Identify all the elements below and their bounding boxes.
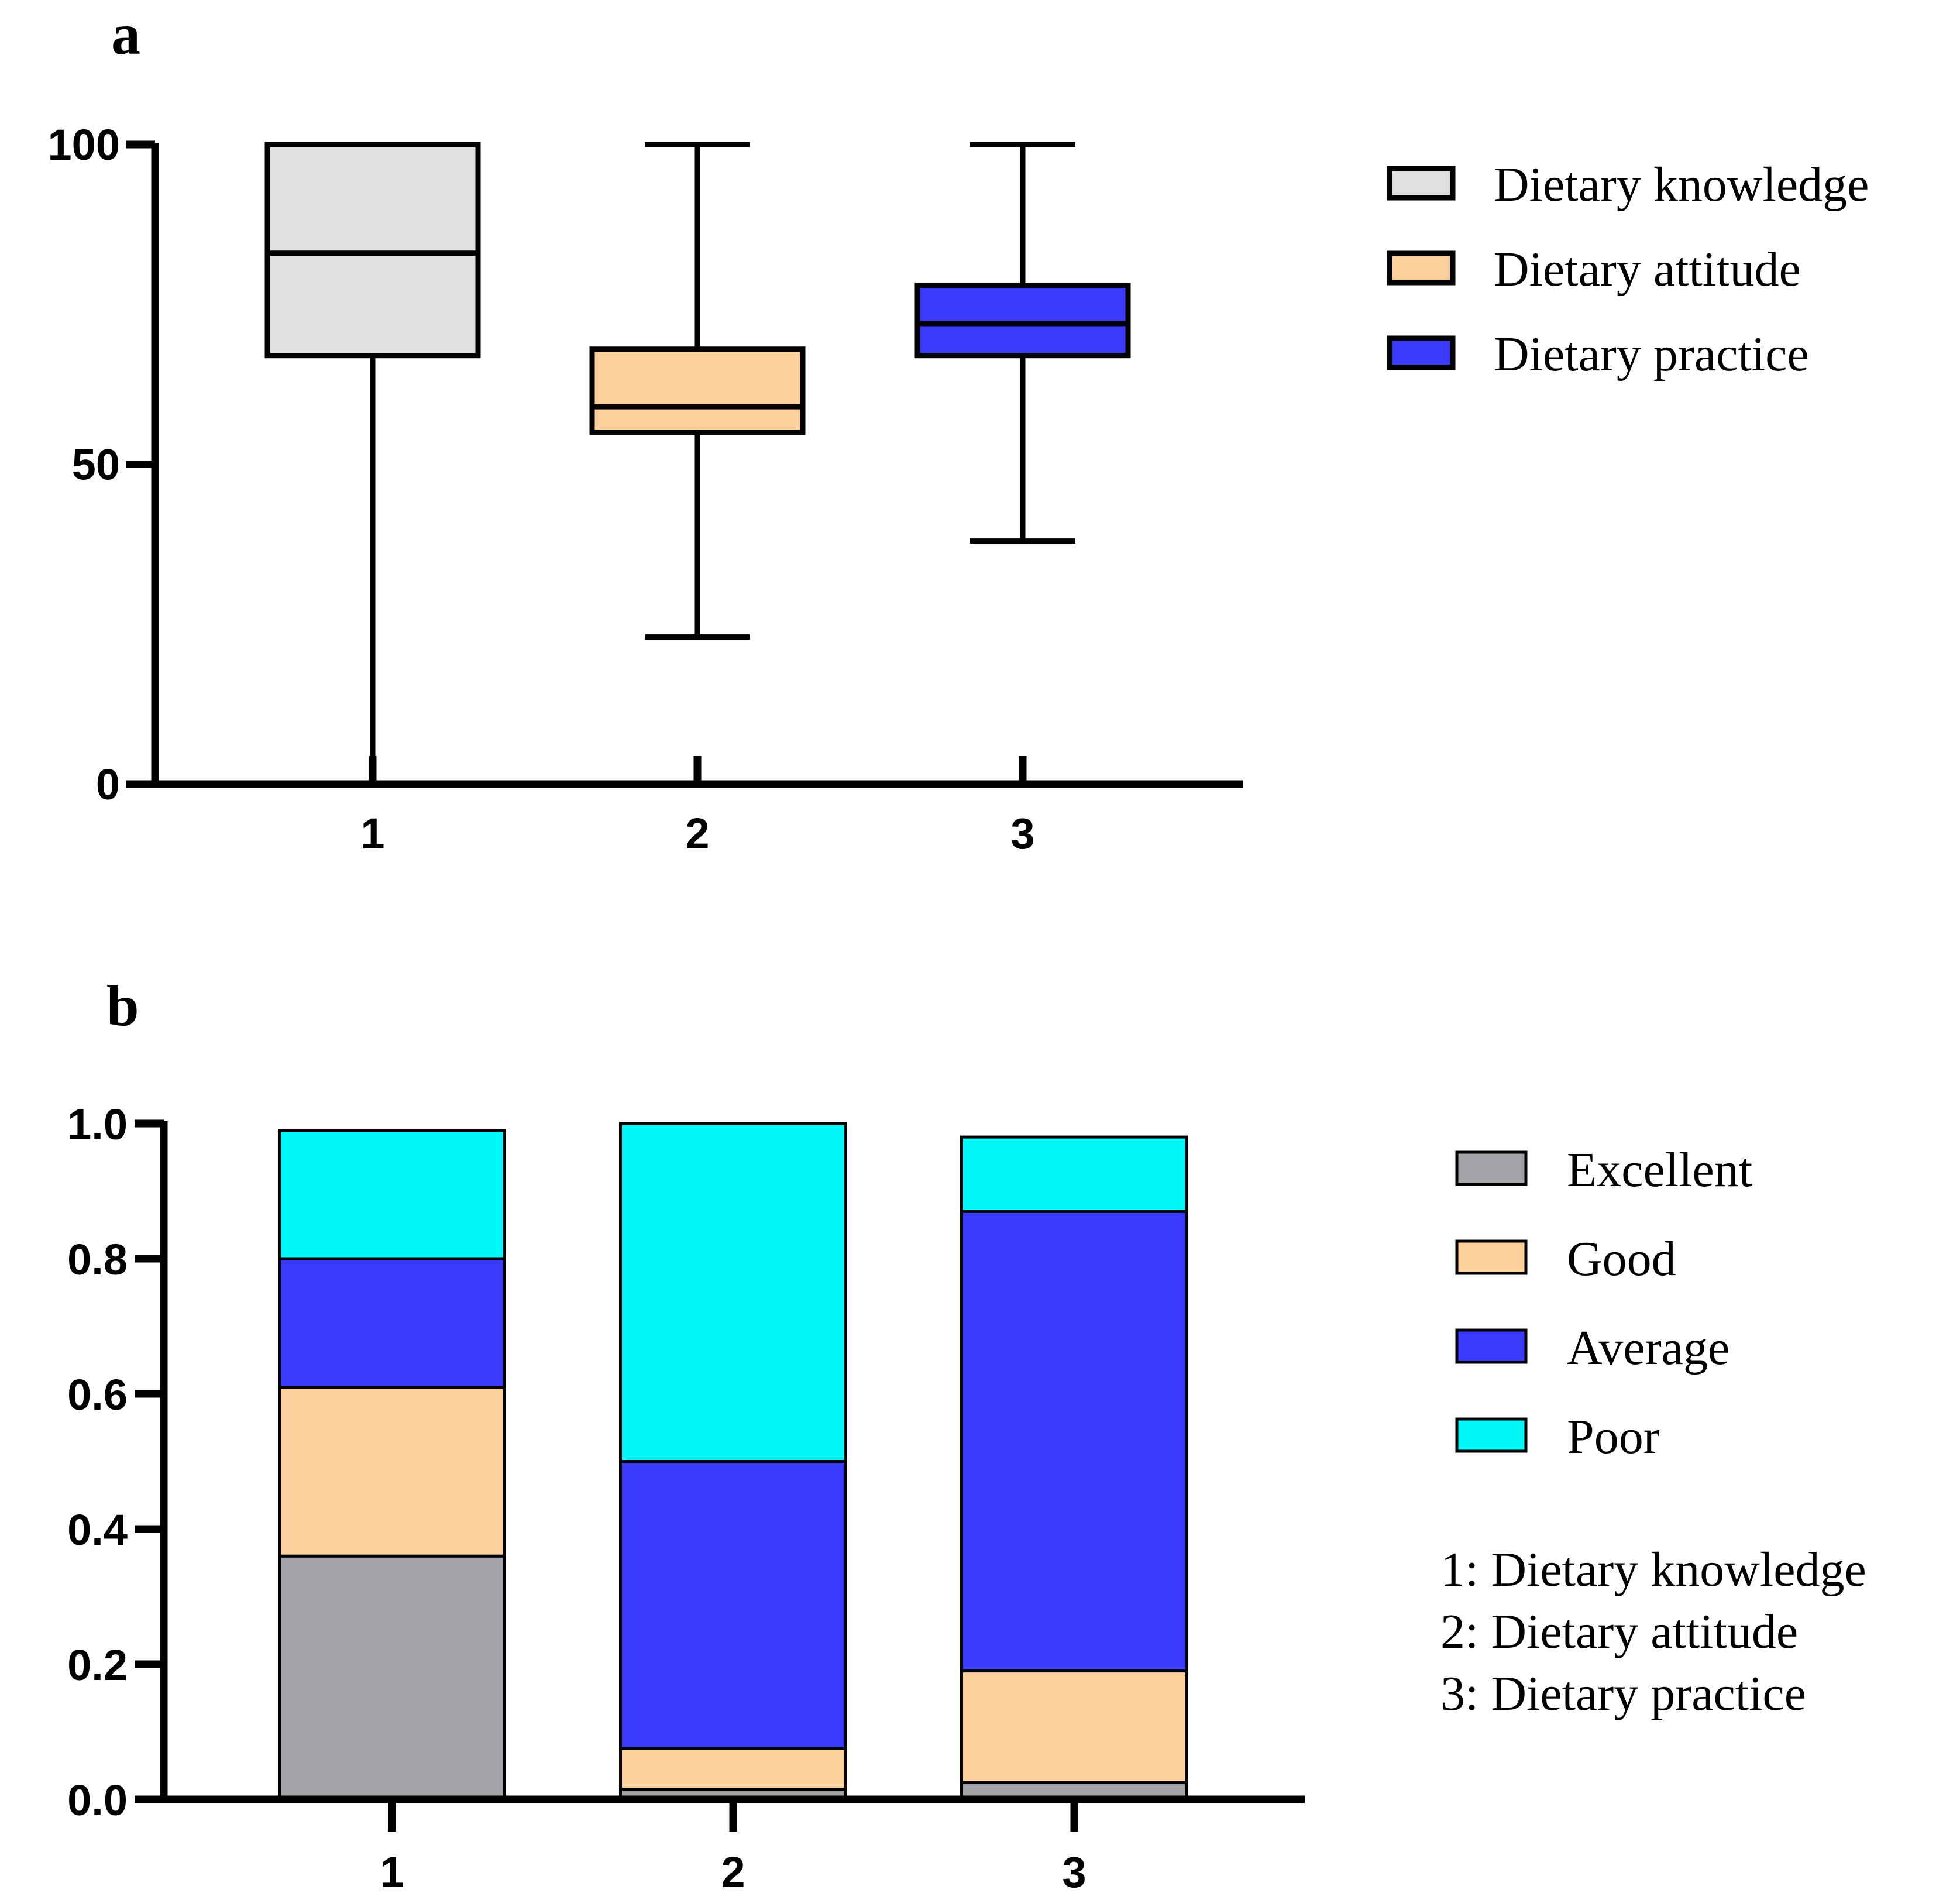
a-legend-swatch <box>1390 253 1453 283</box>
b-legend-swatch <box>1457 1419 1526 1451</box>
b-segment-poor <box>621 1124 846 1462</box>
b-legend-label: Poor <box>1567 1410 1660 1464</box>
b-category-key-line: 1: Dietary knowledge <box>1440 1542 1866 1597</box>
a-box-2 <box>592 145 803 637</box>
b-segment-average <box>621 1462 846 1749</box>
a-legend-item: Dietary practice <box>1390 327 1809 382</box>
a-x-tick-label: 3 <box>1010 809 1034 858</box>
a-legend-item: Dietary knowledge <box>1390 157 1869 212</box>
b-segment-good <box>280 1387 505 1556</box>
b-legend-item: Good <box>1457 1232 1676 1286</box>
b-bar-2 <box>621 1124 846 1799</box>
b-y-tick-label: 0.0 <box>67 1776 128 1825</box>
b-segment-poor <box>280 1131 505 1259</box>
b-segment-average <box>280 1259 505 1387</box>
a-iqr-box <box>267 145 478 356</box>
a-legend-swatch <box>1390 338 1453 367</box>
b-segment-poor <box>962 1137 1187 1211</box>
a-y-tick-label: 0 <box>96 760 120 809</box>
a-legend-label: Dietary knowledge <box>1494 157 1869 212</box>
panel-a-letter: a <box>111 2 140 67</box>
b-bar-1 <box>280 1131 505 1799</box>
a-x-tick-label: 1 <box>360 809 384 858</box>
b-segment-good <box>621 1748 846 1789</box>
b-category-key-line: 3: Dietary practice <box>1440 1667 1806 1721</box>
b-segment-average <box>962 1211 1187 1671</box>
a-y-tick-label: 50 <box>72 441 120 489</box>
panel-a-box-plot: a 0 50 100 1 2 3 Dietary knowledge Dietary att… <box>48 2 1869 858</box>
a-legend-item: Dietary attitude <box>1390 242 1801 297</box>
a-legend-label: Dietary practice <box>1494 327 1809 382</box>
b-segment-excellent <box>280 1556 505 1799</box>
b-y-tick-label: 0.2 <box>67 1641 128 1689</box>
b-x-tick-label: 3 <box>1062 1848 1086 1893</box>
b-segment-good <box>962 1671 1187 1783</box>
panel-b-letter: b <box>106 973 139 1038</box>
b-legend-item: Poor <box>1457 1410 1660 1464</box>
a-y-tick-label: 100 <box>48 121 120 169</box>
b-y-tick-label: 1.0 <box>67 1100 128 1149</box>
b-legend-label: Average <box>1567 1321 1729 1375</box>
b-x-tick-label: 1 <box>380 1848 404 1893</box>
panel-b-stacked-bar: b 0.0 0.2 0.4 0.6 0.8 1.0 1 2 3 Excellent Good Ave… <box>67 973 1866 1893</box>
a-box-1 <box>267 145 478 784</box>
a-x-tick-label: 2 <box>685 809 709 858</box>
b-y-tick-label: 0.8 <box>67 1235 128 1284</box>
b-legend-swatch <box>1457 1152 1526 1184</box>
a-box-3 <box>917 145 1128 541</box>
b-legend-label: Excellent <box>1567 1143 1752 1197</box>
a-iqr-box <box>917 285 1128 355</box>
b-legend-swatch <box>1457 1241 1526 1273</box>
a-legend-swatch <box>1390 169 1453 198</box>
b-x-tick-label: 2 <box>721 1848 745 1893</box>
b-legend-item: Excellent <box>1457 1143 1752 1197</box>
b-legend-label: Good <box>1567 1232 1676 1286</box>
a-legend-label: Dietary attitude <box>1494 242 1801 297</box>
b-category-key-line: 2: Dietary attitude <box>1440 1605 1798 1659</box>
a-iqr-box <box>592 349 803 432</box>
b-y-tick-label: 0.4 <box>67 1506 128 1554</box>
b-y-tick-label: 0.6 <box>67 1370 128 1419</box>
b-legend-swatch <box>1457 1330 1526 1362</box>
b-legend-item: Average <box>1457 1321 1729 1375</box>
b-bar-3 <box>962 1137 1187 1799</box>
figure-canvas: a 0 50 100 1 2 3 Dietary knowledge Dietary att… <box>0 0 1960 1893</box>
